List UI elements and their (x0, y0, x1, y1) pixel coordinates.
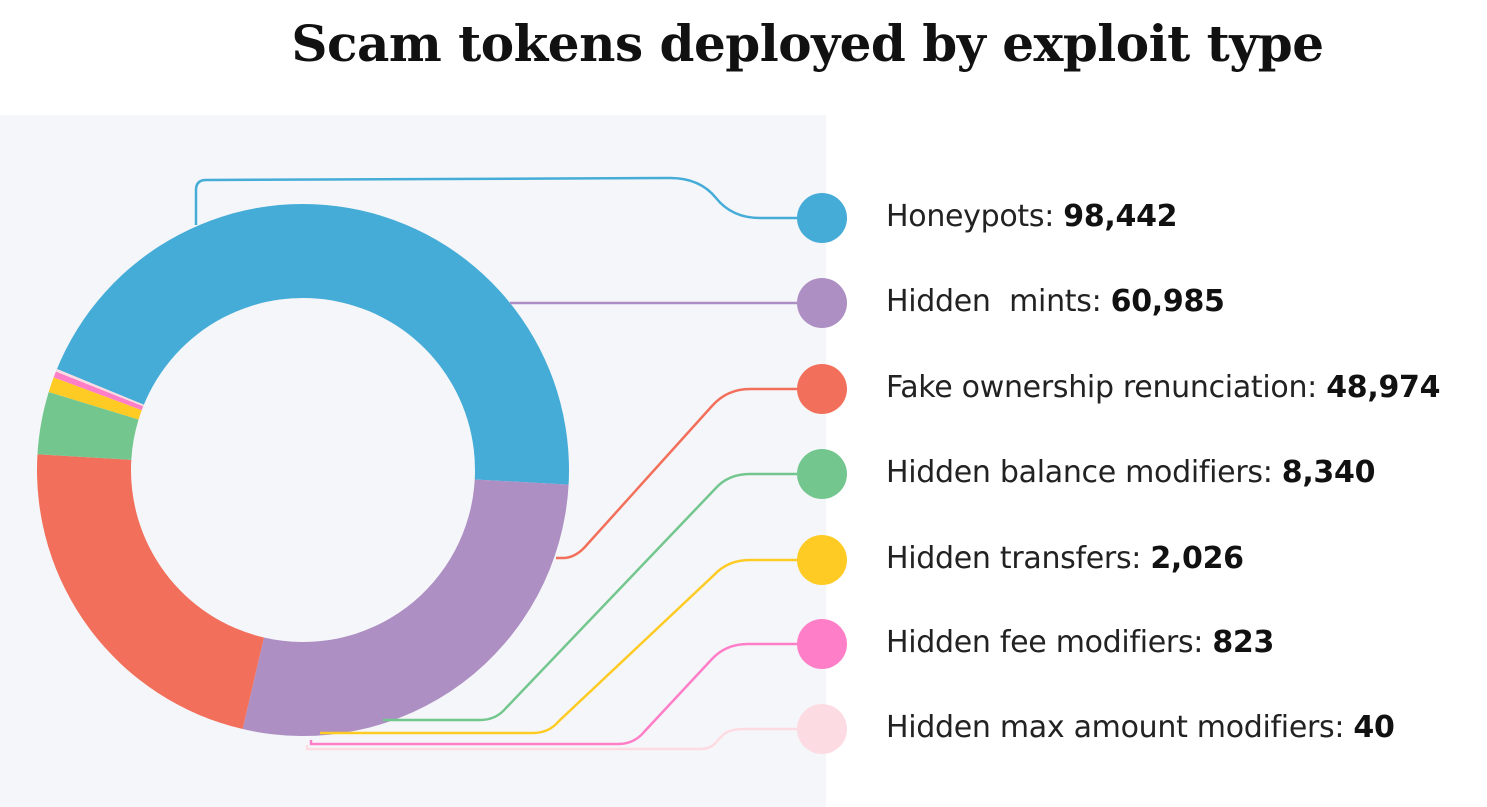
legend-marker-honeypots (797, 193, 847, 243)
leader-line-hidden-balance-modifiers (383, 472, 797, 722)
legend-value: 48,974 (1326, 370, 1441, 405)
leader-line-hidden-transfers (320, 558, 797, 735)
slice-hidden-transfers (48, 377, 142, 420)
chart-title: Scam tokens deployed by exploit type (291, 14, 1324, 73)
legend-label: Fake ownership renunciation: (886, 370, 1327, 405)
slice-hidden-balance-modifiers (37, 391, 139, 460)
slice-hidden-fee-modifiers (53, 371, 144, 411)
legend-label: Hidden transfers: (886, 541, 1151, 576)
legend-marker-hidden-mints (797, 278, 847, 328)
legend-value: 60,985 (1110, 284, 1225, 319)
legend-value: 823 (1212, 625, 1275, 660)
legend-item-hidden-balance-modifiers: Hidden balance modifiers: 8,340 (886, 455, 1375, 491)
legend-value: 98,442 (1063, 199, 1178, 234)
legend-marker-hidden-transfers (797, 535, 847, 585)
slice-hidden-max-amount-modifiers (55, 368, 144, 407)
legend-item-honeypots: Honeypots: 98,442 (886, 199, 1178, 235)
legend-item-hidden-mints: Hidden mints: 60,985 (886, 284, 1225, 320)
slice-hidden-mints (242, 479, 569, 736)
legend-value: 40 (1353, 710, 1395, 745)
leader-line-honeypots (194, 176, 797, 225)
legend-value: 8,340 (1281, 455, 1376, 490)
legend-marker-hidden-fee-modifiers (797, 619, 847, 669)
legend-label: Honeypots: (886, 199, 1064, 234)
legend-marker-hidden-balance-modifiers (797, 449, 847, 499)
legend-marker-fake-ownership-renunciation (797, 364, 847, 414)
slice-honeypots (56, 203, 570, 485)
legend-item-hidden-max-amount-modifiers: Hidden max amount modifiers: 40 (886, 710, 1395, 746)
slice-fake-ownership-renunciation (37, 454, 264, 730)
leader-line-hidden-max-amount-modifiers (305, 727, 797, 751)
legend-item-hidden-transfers: Hidden transfers: 2,026 (886, 541, 1244, 577)
legend-value: 2,026 (1150, 541, 1244, 576)
legend-label: Hidden max amount modifiers: (886, 710, 1354, 745)
legend-item-fake-ownership-renunciation: Fake ownership renunciation: 48,974 (886, 370, 1441, 406)
legend-label: Hidden balance modifiers: (886, 455, 1282, 490)
legend-label: Hidden fee modifiers: (886, 625, 1213, 660)
leader-line-fake-ownership-renunciation (556, 387, 797, 560)
legend-item-hidden-fee-modifiers: Hidden fee modifiers: 823 (886, 625, 1274, 661)
legend-marker-hidden-max-amount-modifiers (797, 704, 847, 754)
leader-line-hidden-fee-modifiers (309, 642, 797, 746)
legend-label: Hidden mints: (886, 284, 1111, 319)
